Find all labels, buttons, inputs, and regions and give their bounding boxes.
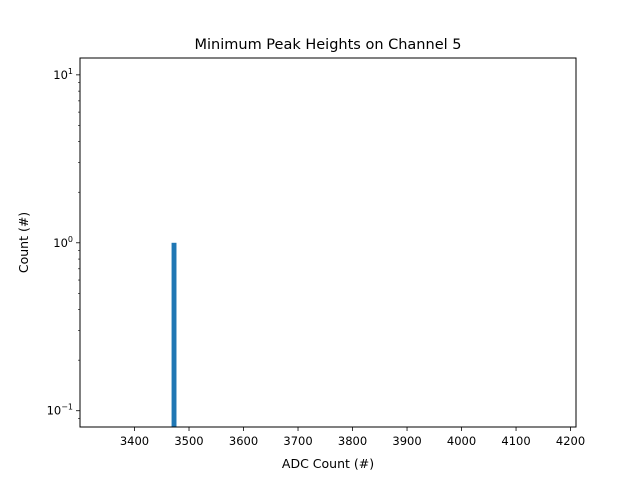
y-tick-label: 100: [53, 235, 73, 250]
x-axis: 3400 3500 3600 3700 3800 3900 4000 4100 4200: [120, 427, 585, 448]
x-tick-label: 3700: [283, 434, 312, 448]
x-tick-label: 4000: [447, 434, 476, 448]
y-axis: 10−1 100 101: [47, 67, 80, 419]
x-tick-label: 4200: [556, 434, 585, 448]
histogram-bar: [171, 242, 177, 427]
chart-title: Minimum Peak Heights on Channel 5: [195, 37, 462, 53]
plot-frame: [79, 57, 577, 428]
x-axis-label: ADC Count (#): [282, 456, 374, 471]
x-tick-label: 3500: [174, 434, 203, 448]
x-tick-label: 4100: [501, 434, 530, 448]
y-tick-label: 101: [53, 67, 73, 82]
x-tick-label: 3900: [392, 434, 421, 448]
x-tick-label: 3800: [338, 434, 367, 448]
bars-group: [171, 242, 177, 427]
x-tick-label: 3400: [120, 434, 149, 448]
y-tick-label: 10−1: [47, 403, 73, 418]
y-axis-label: Count (#): [16, 212, 31, 273]
x-tick-label: 3600: [229, 434, 258, 448]
